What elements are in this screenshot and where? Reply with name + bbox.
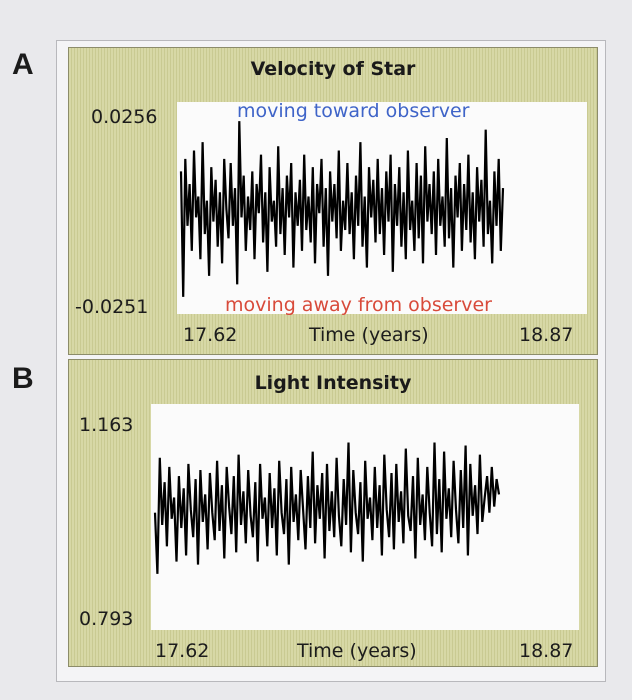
light-series-line xyxy=(153,442,501,574)
toward-observer-note: moving toward observer xyxy=(237,100,470,122)
light-line-path xyxy=(153,442,501,574)
away-observer-note: moving away from observer xyxy=(225,294,492,316)
velocity-plot-title: Velocity of Star xyxy=(250,58,416,80)
light-x-min-label: 17.62 xyxy=(155,640,210,662)
light-y-min-label: 0.793 xyxy=(79,608,134,630)
velocity-plot-area xyxy=(177,102,587,314)
panel-letter-a: A xyxy=(12,48,34,81)
velocity-x-min-label: 17.62 xyxy=(183,324,238,346)
light-plot-title: Light Intensity xyxy=(254,372,412,394)
velocity-y-min-label: -0.0251 xyxy=(75,296,149,318)
plots-container: Velocity of Star 0.0256 -0.0251 moving t… xyxy=(56,40,606,682)
light-x-axis-label: Time (years) xyxy=(297,640,417,662)
velocity-series-line xyxy=(179,121,505,297)
velocity-y-max-label: 0.0256 xyxy=(91,106,158,128)
velocity-plot: Velocity of Star 0.0256 -0.0251 moving t… xyxy=(68,47,598,355)
light-intensity-plot: Light Intensity 1.163 0.793 17.62 Time (… xyxy=(68,359,598,667)
velocity-line-path xyxy=(179,121,505,297)
velocity-x-max-label: 18.87 xyxy=(519,324,574,346)
light-x-max-label: 18.87 xyxy=(519,640,574,662)
light-y-max-label: 1.163 xyxy=(79,414,134,436)
light-plot-area xyxy=(151,404,579,630)
velocity-x-axis-label: Time (years) xyxy=(309,324,429,346)
panel-letter-b: B xyxy=(12,362,34,395)
